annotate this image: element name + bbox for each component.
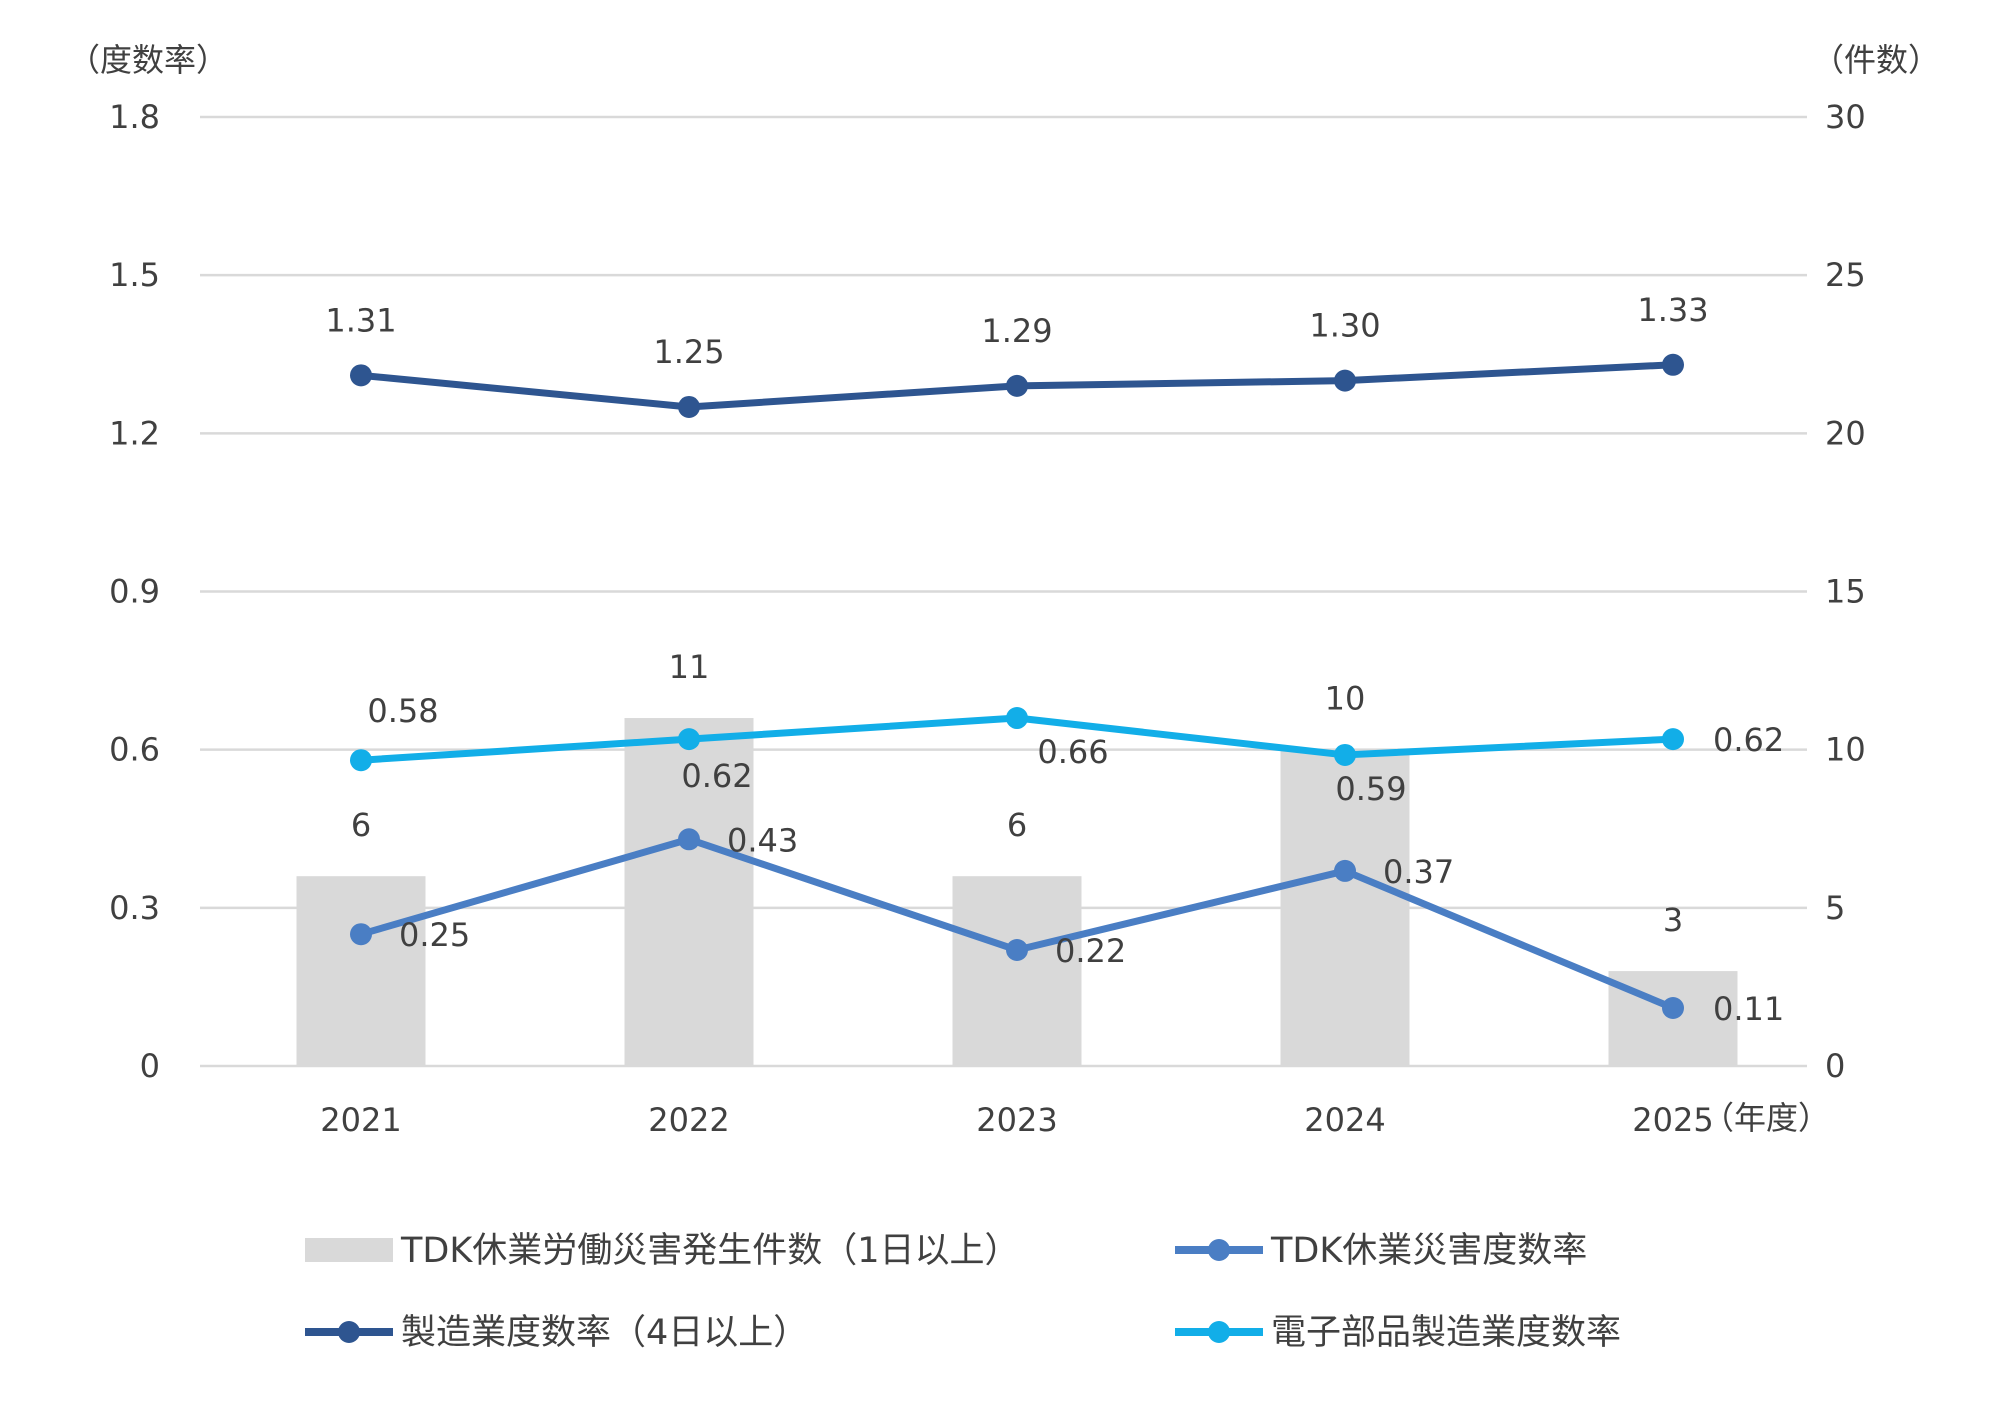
point-elec [678,728,700,751]
bar-data-label: 10 [1325,680,1366,718]
y-right-tick-label: 15 [1825,573,1866,611]
point-elec [1006,707,1028,730]
point-mfg [1334,369,1356,392]
y-left-tick-label: 0.6 [109,731,160,769]
x-tick-label: 2025 [1632,1101,1713,1139]
point-mfg [1662,353,1684,376]
data-label-tdk: 0.43 [727,821,798,859]
line-series [350,353,1684,1020]
point-elec [350,749,372,772]
y-left-tick-label: 1.5 [109,256,160,294]
y-right-unit-label: （件数） [1812,41,1940,79]
bar [1280,749,1410,1066]
data-label-mfg: 1.30 [1309,307,1380,345]
data-label-elec: 0.66 [1037,733,1108,771]
axes: 0 0 0.3 5 0.6 10 0.9 15 1.2 20 1.5 25 1.8 30 （度数率） （件数）… [68,41,1940,1139]
x-tick-label: 2021 [320,1101,401,1139]
data-label-tdk: 0.22 [1055,932,1126,970]
data-label-mfg: 1.31 [325,301,396,339]
y-right-tick-label: 30 [1825,98,1866,136]
y-left-tick-label: 1.8 [109,98,160,136]
point-tdk [1662,997,1684,1020]
legend-label: TDK休業労働災害発生件数（1日以上） [400,1231,1020,1271]
point-mfg [350,364,372,387]
point-tdk [1334,859,1356,882]
legend-swatch-marker [338,1321,360,1343]
data-label-mfg: 1.25 [653,333,724,371]
data-label-tdk: 0.25 [399,916,470,954]
data-label-tdk: 0.11 [1713,990,1784,1028]
y-left-tick-label: 0.3 [109,889,160,927]
data-label-elec: 0.58 [367,692,438,730]
point-mfg [1006,374,1028,397]
point-tdk [350,923,372,946]
bar-series [296,718,1738,1066]
legend-swatch-marker [1208,1239,1230,1261]
y-right-tick-label: 5 [1825,889,1845,927]
data-label-tdk: 0.37 [1383,853,1454,891]
bar [624,718,754,1066]
grid-lines [200,115,1807,1068]
legend-label: 電子部品製造業度数率 [1271,1313,1621,1353]
point-elec [1334,743,1356,766]
bar-data-label: 11 [669,648,710,686]
data-label-elec: 0.62 [1713,721,1784,759]
y-left-tick-label: 0.9 [109,573,160,611]
data-labels: 6 11 6 10 3 1.31 1.25 1.29 1.30 1.33 0.58 0.62 0.66 0… [325,291,1784,1028]
point-mfg [678,395,700,418]
y-right-tick-label: 0 [1825,1047,1845,1085]
y-right-tick-label: 25 [1825,256,1866,294]
legend-swatch-bar [305,1238,393,1262]
data-label-mfg: 1.33 [1637,291,1708,329]
data-label-mfg: 1.29 [981,312,1052,350]
x-tick-label: 2024 [1304,1101,1385,1139]
bar [952,876,1082,1066]
point-elec [1662,728,1684,751]
x-unit-label: （年度） [1702,1099,1830,1137]
x-tick-label: 2023 [976,1101,1057,1139]
legend: TDK休業労働災害発生件数（1日以上） TDK休業災害度数率製造業度数率（4日以上… [305,1231,1621,1353]
bar-data-label: 6 [351,806,371,844]
y-left-tick-label: 0 [140,1047,160,1085]
point-tdk [1006,939,1028,962]
data-label-elec: 0.59 [1335,770,1406,808]
y-left-unit-label: （度数率） [68,41,228,79]
y-left-tick-label: 1.2 [109,414,160,452]
x-tick-label: 2022 [648,1101,729,1139]
legend-label: TDK休業災害度数率 [1270,1231,1587,1271]
bar-data-label: 6 [1007,806,1027,844]
legend-label: 製造業度数率（4日以上） [401,1313,808,1353]
bar [296,876,426,1066]
y-right-tick-label: 10 [1825,731,1866,769]
bar-data-label: 3 [1663,901,1683,939]
y-right-tick-label: 20 [1825,414,1866,452]
point-tdk [678,828,700,851]
data-label-elec: 0.62 [681,757,752,795]
legend-swatch-marker [1208,1321,1230,1343]
